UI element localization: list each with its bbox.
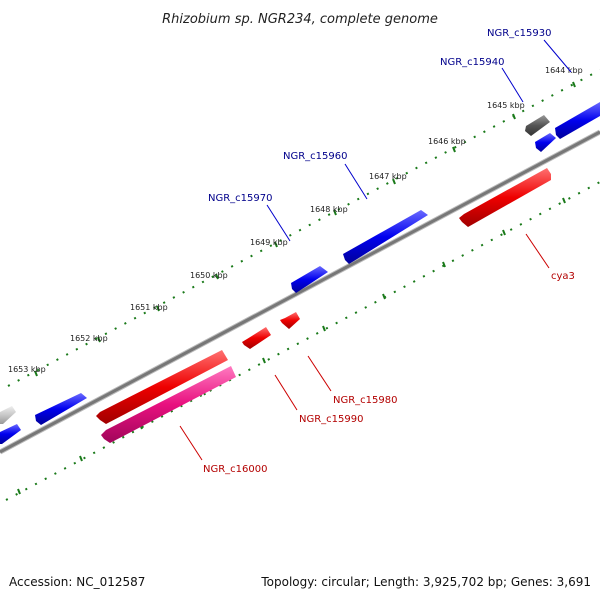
forward-scale-major-ticks (34, 81, 576, 377)
scale-label: 1647 kbp (369, 172, 407, 181)
gene-label: NGR_c15960 (283, 151, 348, 162)
gene-light-edge-left[interactable] (0, 406, 16, 424)
major-tick (512, 113, 516, 120)
major-tick (79, 455, 83, 462)
major-tick (97, 336, 101, 343)
scale-labels: 1644 kbp 1645 kbp 1646 kbp 1647 kbp 1648… (8, 66, 583, 374)
forward-scale-ticks (7, 69, 600, 387)
gene-label: NGR_c15940 (440, 57, 505, 68)
major-tick (34, 370, 38, 377)
major-tick (392, 178, 396, 185)
gene-label: NGR_c15990 (299, 414, 364, 425)
major-tick (572, 81, 576, 88)
major-tick (333, 209, 337, 216)
scale-label: 1653 kbp (8, 365, 46, 374)
gene-blue-edge-left[interactable] (0, 424, 21, 444)
scale-label: 1650 kbp (190, 271, 228, 280)
gene-ngr-c15970[interactable] (291, 266, 328, 293)
major-tick (452, 146, 456, 153)
map-title: Rhizobium sp. NGR234, complete genome (162, 12, 438, 27)
major-tick (322, 325, 326, 332)
gene-blue-left[interactable] (35, 393, 87, 425)
major-tick (502, 229, 506, 236)
gene-ngr-c15990[interactable] (242, 327, 271, 349)
gene-label: NGR_c15980 (333, 395, 398, 406)
gene-label: NGR_c16000 (203, 464, 268, 475)
gene-ngr-c15940[interactable] (535, 133, 556, 152)
scale-label: 1652 kbp (70, 334, 108, 343)
forward-leader-lines (266, 39, 572, 242)
gene-ngr-c15960[interactable] (343, 210, 428, 264)
gene-cya3[interactable] (459, 168, 551, 227)
gene-ngr-c16000[interactable] (101, 366, 236, 443)
gene-ngr-c15930[interactable] (525, 115, 550, 136)
scale-label: 1646 kbp (428, 137, 466, 146)
gene-blue-edge-right[interactable] (555, 102, 600, 139)
gene-label: NGR_c15970 (208, 193, 273, 204)
scale-label: 1649 kbp (250, 238, 288, 247)
scale-label: 1648 kbp (310, 205, 348, 214)
major-tick (215, 273, 219, 280)
major-tick (262, 357, 266, 364)
major-tick (382, 293, 386, 300)
reverse-genes (96, 168, 551, 443)
reverse-gene-labels: cya3 NGR_c15980 NGR_c15990 NGR_c16000 (203, 271, 575, 475)
forward-genes (0, 102, 600, 444)
major-tick (562, 197, 566, 204)
accession-text: Accession: NC_012587 (9, 575, 145, 589)
reverse-scale-ticks (5, 181, 600, 501)
genome-backbone (0, 129, 600, 455)
gene-ngr-c15980[interactable] (280, 312, 300, 329)
gene-label: NGR_c15930 (487, 28, 552, 39)
scale-label: 1645 kbp (487, 101, 525, 110)
gene-red-long[interactable] (96, 350, 228, 424)
scale-label: 1651 kbp (130, 303, 168, 312)
topology-text: Topology: circular; Length: 3,925,702 bp… (260, 575, 591, 589)
reverse-leader-lines (179, 233, 550, 461)
major-tick (442, 261, 446, 268)
major-tick (156, 305, 160, 312)
major-tick (17, 488, 21, 495)
reverse-scale-major-ticks (17, 197, 566, 495)
scale-label: 1644 kbp (545, 66, 583, 75)
forward-gene-labels: NGR_c15930 NGR_c15940 NGR_c15960 NGR_c15… (208, 28, 552, 204)
gene-label: cya3 (551, 271, 575, 282)
major-tick (274, 241, 278, 248)
